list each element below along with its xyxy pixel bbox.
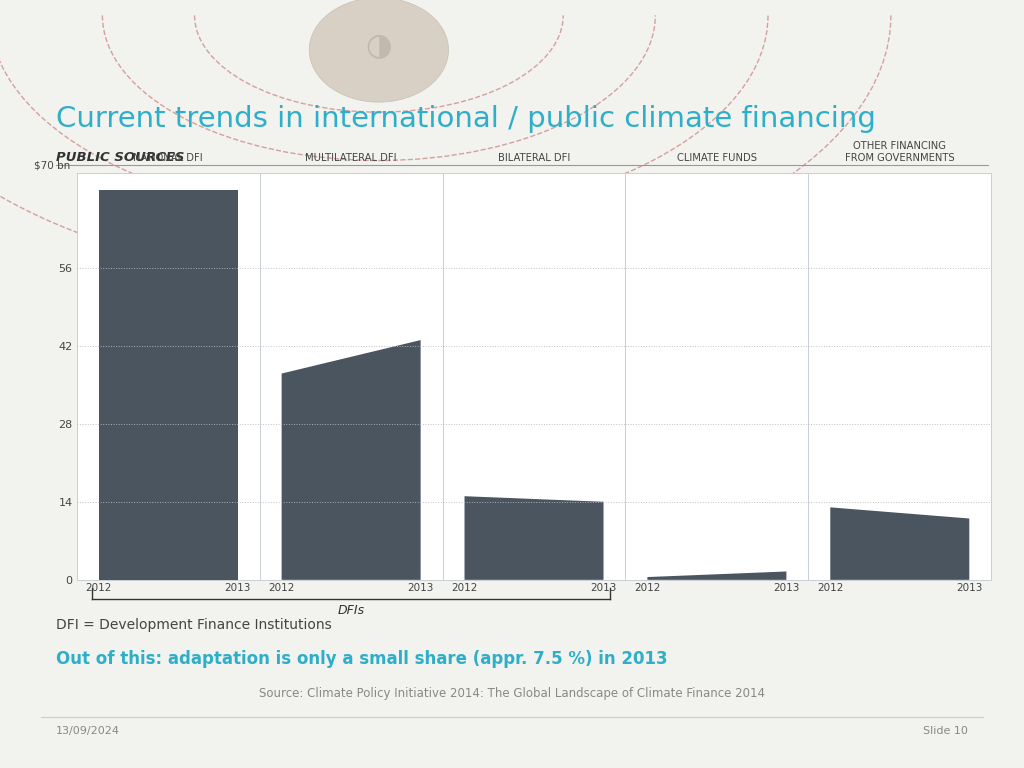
Text: OTHER FINANCING
FROM GOVERNMENTS: OTHER FINANCING FROM GOVERNMENTS	[845, 141, 954, 163]
Text: Source: Climate Policy Initiative 2014: The Global Landscape of Climate Finance : Source: Climate Policy Initiative 2014: …	[259, 687, 765, 700]
Polygon shape	[282, 340, 421, 580]
Circle shape	[309, 0, 449, 102]
Text: PUBLIC SOURCES: PUBLIC SOURCES	[56, 151, 184, 164]
Text: NATIONAL DFI: NATIONAL DFI	[133, 153, 203, 163]
Text: $70 bn: $70 bn	[34, 160, 70, 170]
Polygon shape	[830, 508, 970, 580]
Text: ◑: ◑	[366, 31, 392, 61]
Text: DFIs: DFIs	[338, 604, 365, 617]
Text: CLIMATE FUNDS: CLIMATE FUNDS	[677, 153, 757, 163]
Text: Current trends in international / public climate financing: Current trends in international / public…	[56, 105, 877, 133]
Polygon shape	[98, 190, 238, 580]
Text: 13/09/2024: 13/09/2024	[56, 726, 121, 736]
Text: Slide 10: Slide 10	[923, 726, 968, 736]
Polygon shape	[465, 496, 603, 580]
Text: DFI = Development Finance Institutions: DFI = Development Finance Institutions	[56, 618, 332, 632]
Text: MULTILATERAL DFI: MULTILATERAL DFI	[305, 153, 397, 163]
Text: Out of this: adaptation is only a small share (appr. 7.5 %) in 2013: Out of this: adaptation is only a small …	[56, 650, 668, 668]
Text: BILATERAL DFI: BILATERAL DFI	[498, 153, 570, 163]
Polygon shape	[647, 571, 786, 580]
